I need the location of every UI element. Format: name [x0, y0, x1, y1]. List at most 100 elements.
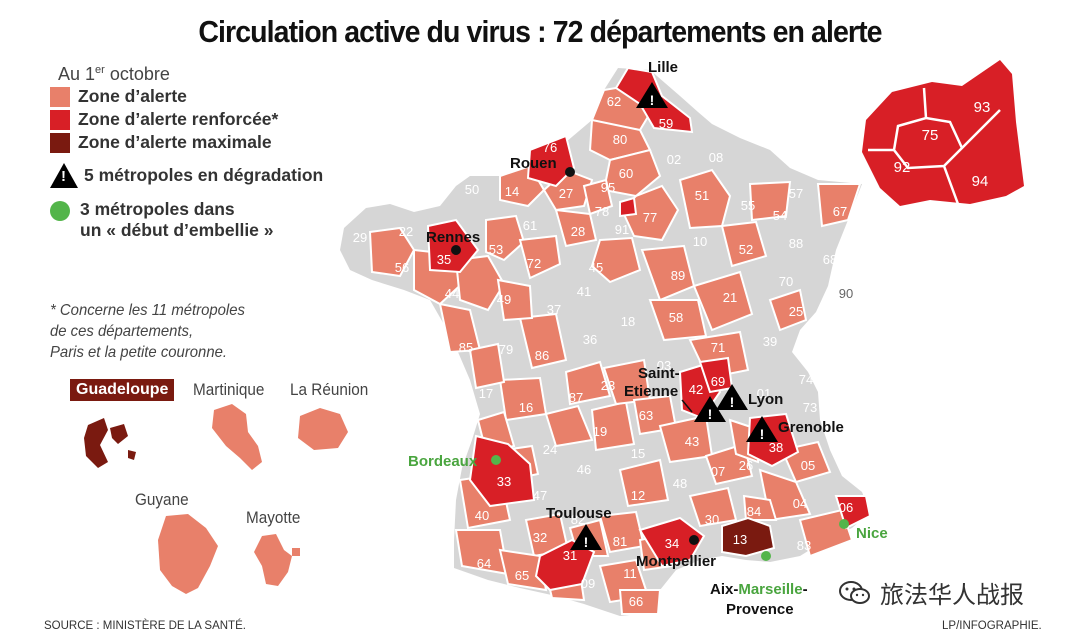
dept-68: 68 [823, 252, 837, 267]
dept-21: 21 [723, 290, 737, 305]
dept-16: 16 [519, 400, 533, 415]
label-guadeloupe: Guadeloupe [70, 379, 175, 401]
dept-57: 57 [789, 186, 803, 201]
dept-11: 11 [623, 566, 637, 581]
dept-26: 26 [739, 458, 753, 473]
green-dot-marseille [761, 551, 771, 561]
city-lyon: Lyon [748, 391, 783, 408]
city-montpellier: Montpellier [636, 553, 716, 570]
dept-73: 73 [803, 400, 817, 415]
dept-12: 12 [631, 488, 645, 503]
dot-rennes [451, 245, 461, 255]
dept-47: 47 [533, 488, 547, 503]
dept-27: 27 [559, 186, 573, 201]
wechat-icon [839, 580, 870, 604]
dept-02: 02 [667, 152, 681, 167]
dept-64: 64 [477, 556, 491, 571]
dept-78: 78 [595, 204, 609, 219]
svg-text:!: ! [760, 426, 765, 442]
dept-93: 93 [974, 99, 991, 116]
dept-62: 62 [607, 94, 621, 109]
dept-36: 36 [583, 332, 597, 347]
label-martinique: Martinique [193, 380, 265, 399]
warning-markers: ! ! ! ! ! [570, 82, 778, 550]
dept-07: 07 [711, 464, 725, 479]
dept-79: 79 [499, 342, 513, 357]
leader-saint-etienne [681, 399, 693, 413]
dept-69: 69 [711, 374, 725, 389]
dept-86: 86 [535, 348, 549, 363]
dept-61: 61 [523, 218, 537, 233]
shape-mayotte [254, 534, 300, 586]
label-reunion: La Réunion [290, 380, 369, 399]
dept-53: 53 [489, 242, 503, 257]
dept-70: 70 [779, 274, 793, 289]
dept-39: 39 [763, 334, 777, 349]
legend-date: Au 1er octobre [58, 64, 170, 84]
warning-icon: ! [50, 163, 78, 188]
dept-19: 19 [593, 424, 607, 439]
dept-38: 38 [769, 440, 783, 455]
dept-33: 33 [497, 474, 511, 489]
dept-54: 54 [773, 208, 787, 223]
dept-03: 03 [657, 358, 671, 373]
svg-text:!: ! [708, 406, 713, 422]
dept-10: 10 [693, 234, 707, 249]
city-saint-etienne-1: Saint- [638, 365, 680, 382]
dept-82: 82 [571, 512, 585, 527]
dept-55: 55 [741, 198, 755, 213]
dept-34: 34 [665, 536, 679, 551]
dept-05: 05 [801, 458, 815, 473]
dept-92: 92 [894, 159, 911, 176]
dept-60: 60 [619, 166, 633, 181]
green-dot-icon [50, 201, 70, 221]
dept-81: 81 [613, 534, 627, 549]
dept-94: 94 [972, 173, 989, 190]
swatch-maximale [50, 132, 70, 153]
dept-89: 89 [671, 268, 685, 283]
dept-41: 41 [577, 284, 591, 299]
dept-90: 90 [839, 286, 853, 301]
city-grenoble: Grenoble [778, 419, 844, 436]
dept-76: 76 [543, 140, 557, 155]
city-rouen: Rouen [510, 155, 557, 172]
legend-zone-renforcee: Zone d’alerte renforcée* [50, 108, 323, 131]
dept-87: 87 [569, 390, 583, 405]
dept-80: 80 [613, 132, 627, 147]
dept-46: 46 [577, 462, 591, 477]
page-title: Circulation active du virus : 72 départe… [198, 14, 882, 49]
legend-embellie: 3 métropoles dans un « début d’embellie » [50, 199, 323, 241]
dept-09: 09 [581, 576, 595, 591]
legend-zone-maximale: Zone d’alerte maximale [50, 131, 323, 154]
dept-25: 25 [789, 304, 803, 319]
dept-71: 71 [711, 340, 725, 355]
dept-28: 28 [571, 224, 585, 239]
legend-degradation: ! 5 métropoles en dégradation [50, 163, 323, 188]
dept-49: 49 [497, 292, 511, 307]
dept-66: 66 [629, 594, 643, 609]
dept-58: 58 [669, 310, 683, 325]
dept-95: 95 [601, 180, 615, 195]
warning-icon-grenoble: ! [746, 416, 778, 442]
dept-35: 35 [437, 252, 451, 267]
dept-83: 83 [797, 538, 811, 553]
dept-67: 67 [833, 204, 847, 219]
dept-45: 45 [589, 260, 603, 275]
city-aix-marseille-provence: Aix-Marseille- [710, 581, 808, 598]
dept-50: 50 [465, 182, 479, 197]
dept-72: 72 [527, 256, 541, 271]
dept-63: 63 [639, 408, 653, 423]
dept-43: 43 [685, 434, 699, 449]
dept-77: 77 [643, 210, 657, 225]
dept-17: 17 [479, 386, 493, 401]
dept-74: 74 [799, 372, 813, 387]
city-rennes: Rennes [426, 229, 480, 246]
dept-52: 52 [739, 242, 753, 257]
footnote: * Concerne les 11 métropoles de ces dépa… [50, 302, 245, 361]
shape-reunion [298, 408, 348, 450]
infographie-credit: LP/INFOGRAPHIE. [942, 620, 1042, 632]
warning-icon-lyon: ! [716, 384, 748, 410]
dept-84: 84 [747, 504, 761, 519]
shape-guyane [158, 514, 218, 594]
